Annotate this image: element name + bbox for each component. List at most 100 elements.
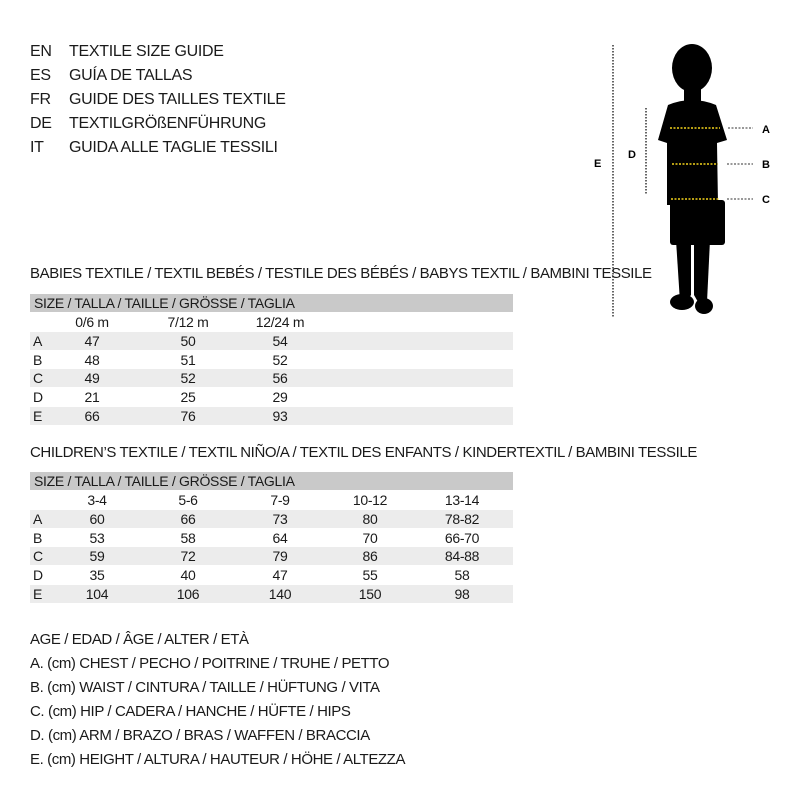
label-a: A [762, 124, 770, 136]
table-cell: 79 [272, 548, 288, 565]
table-cell: 25 [180, 389, 196, 406]
size-header: SIZE / TALLA / TAILLE / GRÖSSE / TAGLIA [34, 295, 295, 311]
table-cell: 140 [268, 585, 292, 602]
table-header-bar: SIZE / TALLA / TAILLE / GRÖSSE / TAGLIA [30, 294, 513, 312]
table-cell: 76 [180, 407, 196, 424]
table-cell: 47 [272, 567, 288, 584]
table-row: B 53 58 64 70 66-70 [30, 529, 513, 547]
column-header: 7-9 [270, 492, 290, 508]
table-cell: 52 [180, 370, 196, 387]
table-cell: 50 [180, 333, 196, 349]
children-section-title: CHILDREN’S TEXTILE / TEXTIL NIÑO/A / TEX… [30, 444, 697, 461]
table-row: D 35 40 47 55 58 [30, 566, 513, 584]
child-silhouette-icon [658, 44, 727, 314]
table-cell: 48 [84, 351, 100, 368]
language-title: GUIDE DES TAILLES TEXTILE [69, 91, 286, 108]
row-label: B [33, 529, 43, 546]
row-label: E [33, 407, 43, 424]
table-cell: 66 [84, 407, 100, 424]
language-code: FR [30, 91, 51, 108]
table-cell: 66 [180, 511, 196, 527]
table-cell: 47 [84, 333, 100, 349]
table-cell: 106 [176, 585, 200, 602]
label-c: C [762, 194, 770, 206]
table-cell: 64 [272, 529, 288, 546]
row-label: C [33, 548, 44, 565]
table-cell: 53 [89, 529, 105, 546]
table-cell: 59 [89, 548, 105, 565]
table-cell: 72 [180, 548, 196, 565]
table-cell: 54 [272, 333, 288, 349]
table-row: A 60 66 73 80 78-82 [30, 510, 513, 528]
label-d: D [628, 149, 636, 161]
legend-line: C. (cm) HIP / CADERA / HANCHE / HÜFTE / … [30, 703, 351, 720]
table-cell: 70 [362, 529, 378, 546]
language-title: GUIDA ALLE TAGLIE TESSILI [69, 139, 278, 156]
table-cell: 58 [454, 567, 470, 584]
row-label: B [33, 351, 43, 368]
table-row: A 47 50 54 [30, 332, 513, 350]
table-row: B 48 51 52 [30, 351, 513, 369]
row-label: A [33, 333, 43, 349]
row-label: E [33, 585, 43, 602]
language-code: IT [30, 139, 44, 156]
language-code: DE [30, 115, 52, 132]
table-cell: 49 [84, 370, 100, 387]
table-cell: 40 [180, 567, 196, 584]
table-cell: 52 [272, 351, 288, 368]
column-header: 13-14 [444, 492, 480, 508]
babies-section-title: BABIES TEXTILE / TEXTIL BEBÉS / TESTILE … [30, 265, 652, 282]
row-label: A [33, 511, 43, 527]
column-header: 5-6 [178, 492, 198, 508]
table-row: E 104 106 140 150 98 [30, 584, 513, 603]
table-cell: 29 [272, 389, 288, 406]
table-cell: 66-70 [444, 529, 480, 546]
column-header-row: 3-4 5-6 7-9 10-12 13-14 [30, 491, 513, 509]
table-cell: 56 [272, 370, 288, 387]
table-cell: 21 [84, 389, 100, 406]
table-header-bar: SIZE / TALLA / TAILLE / GRÖSSE / TAGLIA [30, 472, 513, 490]
table-cell: 58 [180, 529, 196, 546]
legend-line: AGE / EDAD / ÂGE / ALTER / ETÀ [30, 631, 249, 648]
label-e: E [594, 158, 601, 170]
table-cell: 104 [85, 585, 109, 602]
table-cell: 98 [454, 585, 470, 602]
table-row: D 21 25 29 [30, 388, 513, 406]
table-cell: 86 [362, 548, 378, 565]
table-cell: 78-82 [444, 511, 480, 527]
legend-line: E. (cm) HEIGHT / ALTURA / HAUTEUR / HÖHE… [30, 751, 406, 768]
size-header: SIZE / TALLA / TAILLE / GRÖSSE / TAGLIA [34, 473, 295, 489]
child-measurement-figure: A B C D E [594, 44, 770, 317]
table-cell: 60 [89, 511, 105, 527]
table-cell: 51 [180, 351, 196, 368]
column-header: 10-12 [352, 492, 388, 508]
language-title: GUÍA DE TALLAS [69, 67, 193, 84]
table-cell: 93 [272, 407, 288, 424]
language-code: EN [30, 43, 52, 60]
column-header: 0/6 m [75, 314, 109, 330]
table-row: C 59 72 79 86 84-88 [30, 547, 513, 566]
table-row: C 49 52 56 [30, 369, 513, 388]
language-title: TEXTILE SIZE GUIDE [69, 43, 224, 60]
legend-line: D. (cm) ARM / BRAZO / BRAS / WAFFEN / BR… [30, 727, 370, 744]
row-label: D [33, 389, 44, 406]
row-label: C [33, 370, 44, 387]
table-cell: 55 [362, 567, 378, 584]
column-header-row: 0/6 m 7/12 m 12/24 m [30, 313, 513, 331]
language-code: ES [30, 67, 51, 84]
legend-line: A. (cm) CHEST / PECHO / POITRINE / TRUHE… [30, 655, 390, 672]
label-b: B [762, 159, 770, 171]
row-label: D [33, 567, 44, 584]
table-cell: 35 [89, 567, 105, 584]
column-header: 12/24 m [255, 314, 305, 330]
table-cell: 150 [358, 585, 382, 602]
table-cell: 80 [362, 511, 378, 527]
column-header: 3-4 [87, 492, 107, 508]
language-title: TEXTILGRÖßENFÜHRUNG [69, 115, 266, 132]
legend-line: B. (cm) WAIST / CINTURA / TAILLE / HÜFTU… [30, 679, 380, 696]
table-row: E 66 76 93 [30, 406, 513, 425]
table-cell: 84-88 [444, 548, 480, 565]
column-header: 7/12 m [167, 314, 209, 330]
table-cell: 73 [272, 511, 288, 527]
